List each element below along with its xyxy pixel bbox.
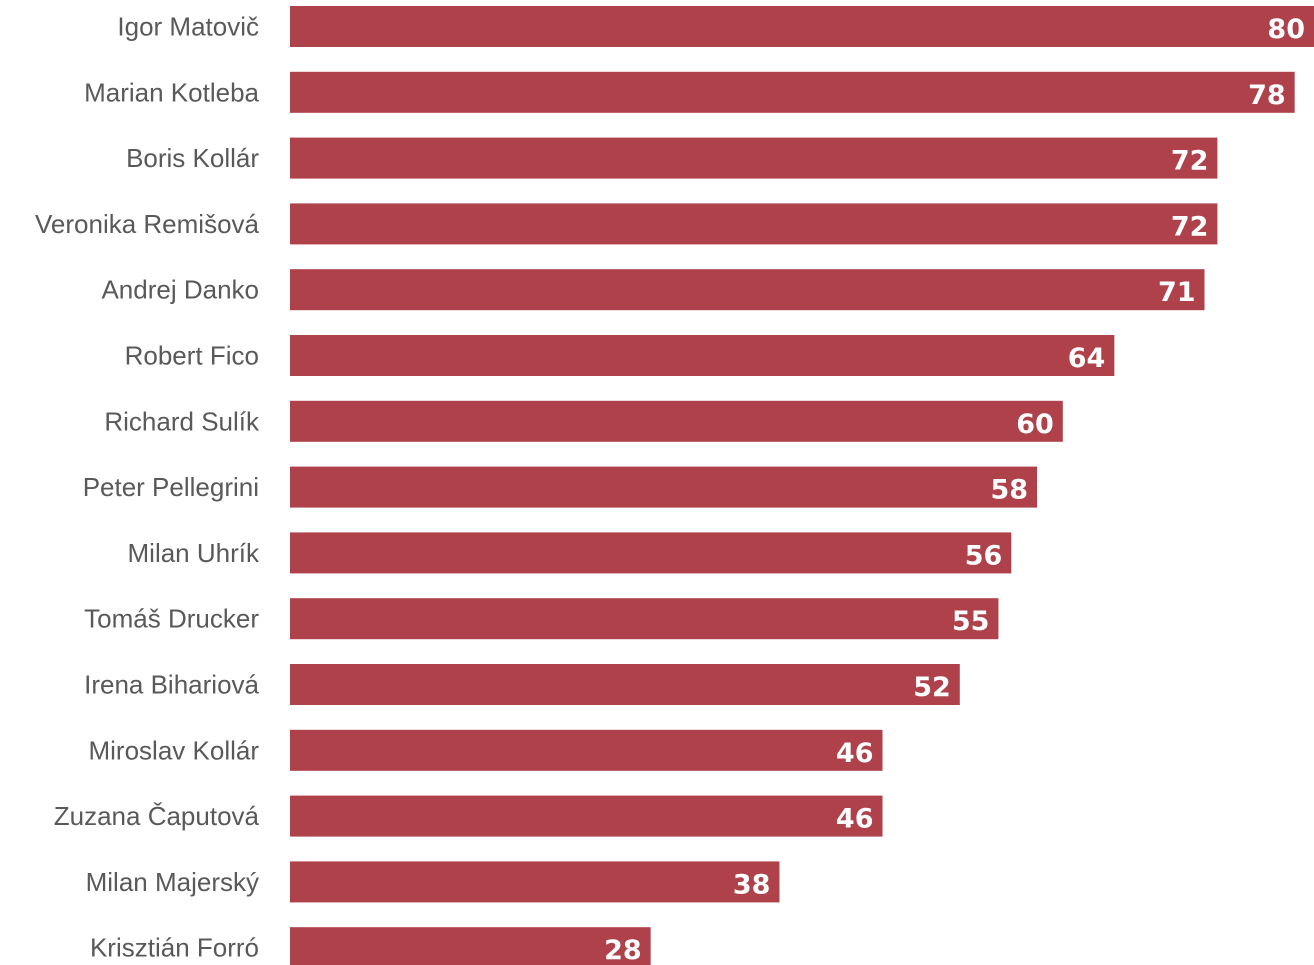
value-label: 71 xyxy=(1158,277,1196,308)
value-label: 38 xyxy=(733,869,771,900)
value-label: 56 xyxy=(965,540,1003,571)
bar xyxy=(290,269,1205,311)
bar xyxy=(290,664,960,705)
category-label: Andrej Danko xyxy=(101,275,259,305)
bar-row: Richard Sulík 60 xyxy=(104,400,1063,442)
bar xyxy=(290,137,1218,179)
bar-row: Peter Pellegrini 58 xyxy=(83,466,1038,508)
bar-row: Marian Kotleba 78 xyxy=(84,71,1295,113)
bar xyxy=(290,729,883,771)
category-label: Robert Fico xyxy=(125,341,259,371)
bar-row: Miroslav Kollár 46 xyxy=(89,729,883,771)
bar-row: Tomáš Drucker 55 xyxy=(84,598,999,640)
bar-row: Krisztián Forró 28 xyxy=(90,927,651,965)
bar xyxy=(290,6,1314,47)
category-label: Miroslav Kollár xyxy=(89,735,260,765)
value-label: 58 xyxy=(990,475,1028,506)
bar-row: Irena Bihariová 52 xyxy=(84,664,960,705)
bar xyxy=(290,532,1012,574)
bar-row: Robert Fico 64 xyxy=(125,335,1115,376)
bar xyxy=(290,400,1063,442)
category-label: Marian Kotleba xyxy=(84,77,259,107)
value-label: 72 xyxy=(1171,146,1209,177)
bar xyxy=(290,927,651,965)
bar xyxy=(290,598,999,640)
value-label: 55 xyxy=(952,606,990,637)
value-label: 64 xyxy=(1068,343,1106,374)
bar xyxy=(290,466,1038,508)
bar-row: Zuzana Čaputová 46 xyxy=(54,795,883,837)
bars-layer: Igor Matovič 80 Marian Kotleba 78 Boris Koll… xyxy=(35,6,1314,965)
bar-row: Veronika Remišová 72 xyxy=(35,203,1218,245)
value-label: 80 xyxy=(1267,14,1305,45)
value-label: 60 xyxy=(1016,409,1054,440)
category-label: Milan Majerský xyxy=(86,867,259,897)
value-label: 78 xyxy=(1248,80,1286,111)
category-label: Peter Pellegrini xyxy=(83,472,259,502)
category-label: Igor Matovič xyxy=(117,12,259,42)
category-label: Veronika Remišová xyxy=(35,209,260,239)
category-label: Richard Sulík xyxy=(104,406,260,436)
category-label: Irena Bihariová xyxy=(84,670,259,700)
value-label: 46 xyxy=(836,804,874,835)
bar xyxy=(290,795,883,837)
bar xyxy=(290,203,1218,245)
bar xyxy=(290,71,1295,113)
bar-row: Igor Matovič 80 xyxy=(117,6,1314,47)
category-label: Zuzana Čaputová xyxy=(54,801,260,831)
value-label: 46 xyxy=(836,738,874,769)
value-label: 72 xyxy=(1171,211,1209,242)
category-label: Krisztián Forró xyxy=(90,933,259,963)
value-label: 52 xyxy=(913,672,951,703)
value-label: 28 xyxy=(604,935,642,965)
bar-row: Boris Kollár 72 xyxy=(126,137,1218,179)
category-label: Milan Uhrík xyxy=(128,538,260,568)
bar-row: Andrej Danko 71 xyxy=(101,269,1205,311)
bar xyxy=(290,861,780,903)
bar-row: Milan Majerský 38 xyxy=(86,861,780,903)
bar-row: Milan Uhrík 56 xyxy=(128,532,1012,574)
bar xyxy=(290,335,1115,376)
category-label: Tomáš Drucker xyxy=(84,604,259,634)
category-label: Boris Kollár xyxy=(126,143,259,173)
